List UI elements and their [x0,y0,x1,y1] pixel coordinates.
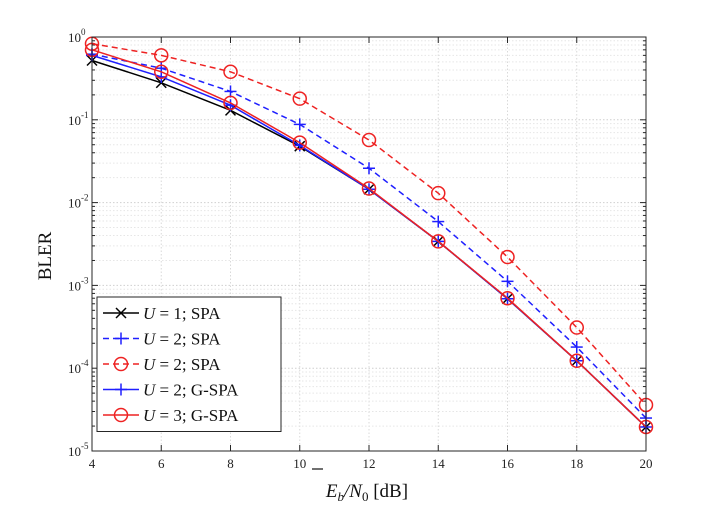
data-point [361,132,377,148]
data-point [570,341,583,354]
data-point [431,234,446,249]
series-line [91,42,647,406]
data-point [500,290,515,306]
data-point [154,64,169,80]
data-point [501,275,514,288]
data-point [569,320,584,335]
legend-item: U = 3; G-SPA [103,406,239,425]
data-point [432,215,445,228]
y-tick-exponent: -3 [81,275,89,285]
legend-marker [115,332,127,345]
y-tick-label: 10 [68,30,81,45]
y-tick-exponent: -2 [81,193,89,203]
data-point [223,64,238,80]
y-tick-exponent: -5 [81,441,89,451]
legend-item: U = 2; G-SPA [103,381,239,400]
y-tick-exponent: -4 [81,358,89,368]
legend-item: U = 1; SPA [103,304,221,323]
legend: U = 1; SPA U = 2; SPA U = 2; SPA U = 2; G-S… [96,296,282,432]
legend-label: U = 2; SPA [143,355,221,374]
x-tick-label: 4 [89,456,96,471]
x-tick-label: 20 [640,456,653,471]
data-point [154,48,169,63]
x-label-base: E [325,481,338,502]
x-tick-label: 10 [293,456,306,471]
legend-item: U = 2; SPA [103,355,221,374]
x-tick-label: 14 [432,456,446,471]
data-point [293,118,306,131]
svg-text:Eb/N0 [dB]: Eb/N0 [dB] [325,481,408,504]
plot-frame [91,36,647,452]
y-tick-label: 10 [68,196,81,211]
y-tick-label: 10 [68,444,81,459]
legend-marker [115,383,127,396]
series-line [91,49,647,428]
data-point [569,353,584,369]
data-point [431,185,446,201]
y-tick-exponent: -1 [81,110,89,120]
x-axis-label: Eb/N0 [dB] [312,468,408,504]
y-tick-label: 10 [68,278,81,293]
y-tick-exponent: 0 [81,27,86,37]
x-tick-label: 16 [501,456,515,471]
legend-marker [113,407,129,423]
x-label-unit: [dB] [368,481,408,502]
y-tick-label: 10 [68,113,81,128]
series-5 [84,42,654,435]
x-tick-label: 12 [363,456,376,471]
legend-item: U = 2; SPA [103,330,221,349]
x-label-sub1: b [338,489,345,504]
data-point [224,85,237,98]
data-point [363,162,375,175]
data-point [500,249,515,265]
x-tick-label: 8 [227,456,234,471]
legend-label: U = 1; SPA [143,304,221,323]
y-axis-label: BLER [35,231,56,280]
x-tick-label: 18 [570,456,583,471]
data-point [361,181,377,196]
legend-label: U = 2; SPA [143,330,221,349]
data-point [292,91,307,106]
y-tick-label: 10 [68,361,81,376]
x-label-slash: /N [343,481,363,502]
legend-label: U = 2; G-SPA [143,381,239,400]
legend-marker [115,307,127,319]
data-point [223,95,238,111]
legend-label: U = 3; G-SPA [143,406,239,425]
data-point [292,135,307,150]
legend-marker [113,356,129,372]
x-label-sub2: 0 [362,489,369,504]
x-tick-label: 6 [158,456,165,471]
